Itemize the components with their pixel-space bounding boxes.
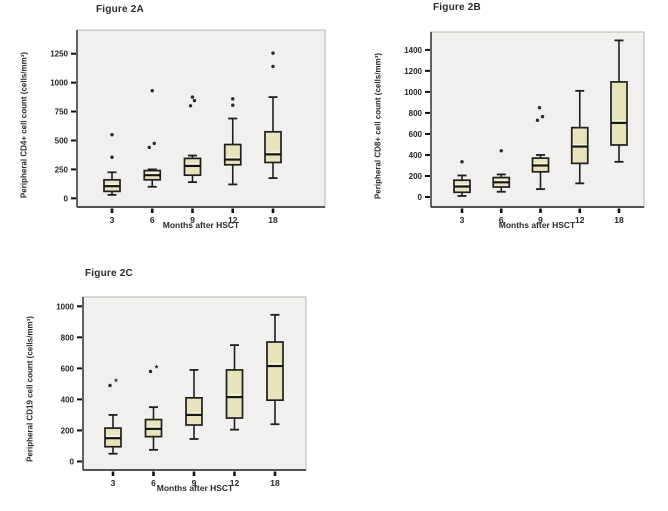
- y-tick-label: 1400: [404, 46, 422, 55]
- y-tick-label: 1000: [404, 88, 422, 97]
- box-group-month-12: [223, 97, 242, 186]
- x-tick-label: 6: [150, 215, 155, 225]
- iqr-box: [225, 369, 244, 419]
- y-tick-label: 1000: [50, 79, 68, 88]
- y-tick-label: 1000: [56, 302, 74, 311]
- box-group-month-9: [183, 95, 202, 184]
- figure-2b-panel: Figure 2B Peripheral CD8+ cell count (ce…: [334, 0, 668, 255]
- extreme-value-star: *: [155, 364, 159, 374]
- outlier-dot: [537, 105, 542, 110]
- outlier-dot: [460, 160, 464, 164]
- outlier-dot: [150, 89, 154, 93]
- x-tick-label: 9: [192, 478, 197, 488]
- box-group-month-18: [610, 39, 628, 163]
- y-tick-label: 400: [409, 151, 423, 160]
- iqr-box: [185, 397, 203, 426]
- box-group-month-18: [264, 51, 282, 179]
- outlier-dot: [147, 145, 151, 150]
- y-tick-label: 600: [61, 364, 75, 373]
- x-tick-label: 9: [538, 215, 543, 225]
- figure-2c-title: Figure 2C: [85, 268, 133, 279]
- x-tick-label: 12: [228, 215, 238, 225]
- y-tick-label: 250: [55, 165, 69, 174]
- y-tick-label: 1200: [404, 67, 422, 76]
- outlier-dot: [535, 118, 540, 122]
- outlier-dot: [188, 104, 193, 108]
- x-tick-label: 12: [575, 215, 585, 225]
- figure-2c-x-axis-label: Months after HSCT: [156, 483, 234, 493]
- figure-2b-boxplot: 0 200 400 600 800 1000 1200 1400 3 6 9 12 18: [404, 31, 645, 225]
- x-tick-label: 18: [614, 215, 624, 225]
- x-tick-label: 12: [230, 478, 240, 488]
- box-group-month-18: [266, 313, 284, 426]
- outlier-dot: [499, 149, 503, 153]
- figure-2a-panel: Figure 2A Peripheral CD4+ cell count (ce…: [0, 0, 334, 255]
- y-tick-label: 500: [55, 136, 69, 145]
- x-tick-label: 6: [499, 215, 504, 225]
- outlier-dot: [152, 141, 156, 146]
- outlier-dot: [271, 51, 275, 55]
- plot-panel: [76, 29, 326, 208]
- y-tick-label: 1250: [50, 50, 68, 59]
- figure-2c-boxplot: 0 200 400 600 800 1000 3 6 9 12 18 * *: [56, 296, 307, 488]
- box-group-month-3: [103, 132, 121, 196]
- y-tick-label: 200: [409, 172, 423, 181]
- x-tick-label: 3: [111, 478, 116, 488]
- box-group-month-9: [531, 105, 550, 191]
- iqr-box: [610, 81, 628, 146]
- x-tick-label: 3: [110, 215, 115, 225]
- iqr-box: [264, 130, 282, 164]
- box-group-month-6: [492, 149, 511, 193]
- y-tick-label: 0: [418, 193, 423, 202]
- box-group-month-6: *: [144, 364, 163, 451]
- outlier-dot: [110, 132, 114, 137]
- x-tick-label: 6: [151, 478, 156, 488]
- y-tick-label: 0: [70, 457, 75, 466]
- box-group-month-3: [453, 160, 471, 197]
- x-tick-label: 18: [270, 478, 280, 488]
- box-group-month-12: [570, 89, 589, 185]
- y-tick-label: 0: [64, 194, 69, 203]
- box-group-month-12: [225, 344, 244, 431]
- outlier-dot: [231, 103, 235, 107]
- y-tick-label: 400: [61, 395, 75, 404]
- outlier-dot: [192, 98, 197, 103]
- outlier-dot: [108, 383, 112, 388]
- y-tick-label: 800: [61, 333, 75, 342]
- figure-2b-title: Figure 2B: [433, 2, 481, 13]
- box-group-month-6: [143, 89, 162, 188]
- outlier-dot: [271, 64, 275, 69]
- y-tick-label: 750: [55, 108, 69, 117]
- iqr-box: [223, 143, 242, 166]
- figure-2a-x-axis-label: Months after HSCT: [162, 220, 240, 230]
- y-tick-label: 800: [409, 109, 423, 118]
- figure-2b-x-axis-label: Months after HSCT: [498, 220, 576, 230]
- outlier-dot: [148, 369, 153, 374]
- figure-2a-title: Figure 2A: [96, 4, 144, 15]
- outlier-dot: [190, 95, 195, 99]
- figure-2c-panel: Figure 2C Peripheral CD19 cell count (ce…: [0, 255, 334, 511]
- box-group-month-3: *: [104, 377, 122, 455]
- extreme-value-star: *: [114, 377, 118, 387]
- figure-2a-boxplot: 0 250 500 750 1000 1250 3 6 9 12 18: [50, 29, 326, 225]
- iqr-box: [266, 341, 284, 402]
- box-group-month-9: [185, 369, 203, 440]
- y-tick-label: 600: [409, 130, 423, 139]
- x-tick-label: 9: [190, 215, 195, 225]
- y-tick-label: 200: [61, 426, 75, 435]
- outlier-dot: [540, 114, 545, 119]
- outlier-dot: [231, 97, 235, 101]
- x-tick-label: 18: [268, 215, 278, 225]
- x-tick-label: 3: [460, 215, 465, 225]
- outlier-dot: [110, 155, 114, 159]
